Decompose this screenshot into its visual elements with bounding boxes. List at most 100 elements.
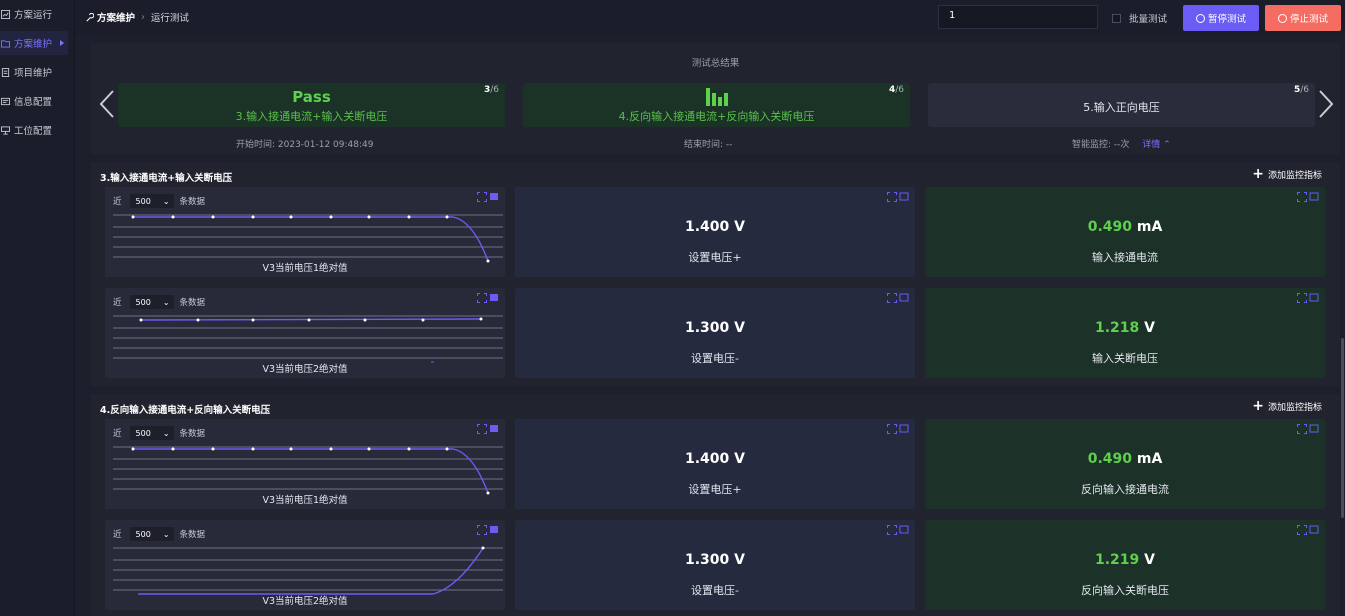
fullscreen-icon[interactable] [1297,293,1319,306]
batch-test-label: 批量测试 [1129,14,1168,25]
chevron-down-icon: ⌄ [162,529,170,539]
measured-value-card: 1.219 V 反向输入关断电压 [925,520,1325,610]
step-label: 4.反向输入接通电流+反向输入关断电压 [618,110,815,123]
scrollbar[interactable] [1341,338,1344,518]
chevron-right-icon[interactable] [1318,89,1334,119]
fullscreen-icon[interactable] [477,424,499,437]
document-icon [1,67,10,77]
sidebar-item-project-maintain[interactable]: 项目维护 [0,60,68,84]
sidebar-item-plan-maintain[interactable]: 方案维护 [0,31,68,55]
section-title: 3.输入接通电流+输入关断电压 [100,173,233,184]
measured-label: 输入接通电流 [1092,251,1158,264]
step-card[interactable]: 3/6 Pass 3.输入接通电流+输入关断电压 [118,83,505,127]
sidebar-item-info-config[interactable]: 信息配置 [0,89,68,113]
test-summary-panel: 测试总结果 3/6 Pass 3.输入接通电流+输入关断电压 4/6 4.反向输… [91,43,1340,154]
end-time: 结束时间: -- [684,140,733,150]
chart-caption: V3当前电压1绝对值 [262,263,348,274]
set-value: 1.300 V [685,552,745,568]
summary-title: 测试总结果 [691,58,740,69]
wrench-icon [86,12,94,21]
batch-test-toggle[interactable]: 批量测试 [1112,11,1167,25]
fullscreen-icon[interactable] [1297,424,1319,437]
chart-caption: V3当前电压2绝对值 [262,364,348,375]
step-index: 3/6 [483,85,499,95]
set-value: 1.400 V [685,219,745,235]
chart-card: 近 500 ⌄ 条数据 V3当前电压2绝对值 [105,520,505,610]
test-step-section: 3.输入接通电流+输入关断电压 + 添加监控指标 近 500 ⌄ 条数据 V3当前电压1… [91,162,1340,386]
line-chart [113,214,503,263]
fullscreen-icon[interactable] [477,192,499,205]
breadcrumb-item[interactable]: 方案维护 [97,13,136,24]
info-icon [1,97,10,105]
near-label: 近 [113,429,122,439]
records-label: 条数据 [179,197,206,207]
set-value-card: 1.400 V 设置电压+ [515,187,915,277]
chevron-up-icon[interactable]: ⌃ [1163,140,1171,150]
fullscreen-icon[interactable] [887,424,909,437]
stop-test-label: 停止测试 [1289,14,1328,25]
set-value-label: 设置电压- [691,584,739,597]
measured-label: 反向输入关断电压 [1081,584,1169,597]
measured-value: 0.490 mA [1087,451,1163,467]
count-select[interactable]: 500 ⌄ [129,426,174,440]
caret-right-icon [60,40,64,46]
step-label: 3.输入接通电流+输入关断电压 [235,110,388,123]
sidebar-item-label: 工位配置 [14,126,53,137]
measured-label: 反向输入接通电流 [1081,483,1169,496]
chart-icon [1,9,10,19]
fullscreen-icon[interactable] [477,293,499,306]
chevron-right-icon: › [141,11,145,23]
fullscreen-icon[interactable] [887,293,909,306]
records-label: 条数据 [179,298,206,308]
line-chart [113,446,503,495]
chevron-down-icon: ⌄ [162,297,170,307]
sidebar-item-label: 信息配置 [14,97,53,108]
count-select[interactable]: 500 ⌄ [129,295,174,309]
add-metric-button[interactable]: + 添加监控指标 [1252,398,1322,414]
breadcrumb: 方案维护 › 运行测试 [85,10,189,24]
fullscreen-icon[interactable] [1297,525,1319,538]
folder-icon [1,39,10,48]
measured-value-card: 1.218 V 输入关断电压 [925,288,1325,378]
sidebar-item-plan-run[interactable]: 方案运行 [0,2,68,26]
set-value-card: 1.300 V 设置电压- [515,520,915,610]
near-label: 近 [113,197,122,207]
fullscreen-icon[interactable] [477,525,499,538]
set-value: 1.300 V [685,320,745,336]
chevron-down-icon: ⌄ [162,196,170,206]
step-card[interactable]: 5/6 5.输入正向电压 [928,83,1315,127]
near-label: 近 [113,298,122,308]
measured-value: 1.219 V [1094,552,1155,568]
fullscreen-icon[interactable] [887,192,909,205]
count-select[interactable]: 500 ⌄ [129,527,174,541]
checkbox[interactable] [1112,13,1121,23]
step-index: 4/6 [888,85,904,95]
set-value-label: 设置电压+ [688,251,742,264]
monitor-count: 智能监控: --次 [1072,140,1130,150]
pause-test-button[interactable]: 暂停测试 [1183,5,1259,31]
step-card[interactable]: 4/6 4.反向输入接通电流+反向输入关断电压 [523,83,910,127]
test-step-section: 4.反向输入接通电流+反向输入关断电压 + 添加监控指标 近 500 ⌄ 条数据 V3当… [91,394,1340,616]
fullscreen-icon[interactable] [887,525,909,538]
set-value-label: 设置电压- [691,352,739,365]
set-value-card: 1.400 V 设置电压+ [515,419,915,509]
fullscreen-icon[interactable] [1297,192,1319,205]
power-icon [1277,13,1287,23]
smart-monitor: 智能监控: --次 详情 ⌃ [1072,137,1171,150]
chevron-left-icon[interactable] [99,89,115,119]
sidebar-item-station-config[interactable]: 工位配置 [0,118,68,142]
stop-test-button[interactable]: 停止测试 [1265,5,1341,31]
sidebar-item-label: 方案运行 [14,10,53,21]
sidebar-item-label: 项目维护 [14,68,53,79]
count-select[interactable]: 500 ⌄ [129,194,174,208]
search-input[interactable]: 1 [938,5,1098,29]
line-chart [113,315,503,363]
desk-icon [1,125,10,135]
add-metric-button[interactable]: + 添加监控指标 [1252,166,1322,182]
sidebar-item-label: 方案维护 [14,39,53,50]
top-bar: 方案维护 › 运行测试 1 批量测试 暂停测试 停止测试 [75,0,1345,36]
line-chart [113,546,503,595]
pause-icon [1195,13,1205,23]
detail-link[interactable]: 详情 [1142,140,1161,150]
breadcrumb-current: 运行测试 [150,13,189,24]
